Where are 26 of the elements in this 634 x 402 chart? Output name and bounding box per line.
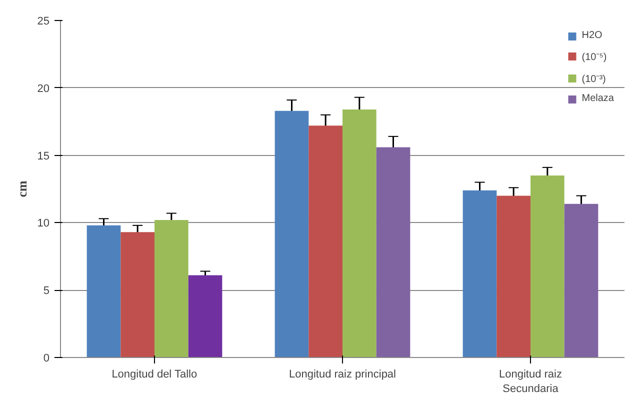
bar [120,232,154,358]
bar [274,110,309,358]
y-tick-label: 25 [37,16,50,28]
x-tick-label: Longitud raiz principal [288,368,396,380]
y-tick-label: 0 [43,352,50,364]
bar [86,225,121,358]
x-tick-label: Longitud del Tallo [112,368,198,380]
bar [496,196,530,358]
bar [376,147,410,358]
bar [188,275,222,358]
bar [154,220,188,358]
y-tick-label: 20 [37,82,50,95]
legend-label: (10⁻³) [582,73,606,85]
bar [308,126,342,358]
y-axis-title: cm [14,180,30,198]
bar [530,176,564,358]
y-tick-label: 15 [37,150,50,162]
bar [564,204,598,358]
y-tick-label: 5 [43,285,50,298]
legend-label: (10⁻⁵) [582,51,607,63]
x-tick-label: Longitud raiz Secundaria [499,368,562,395]
legend-label: H2O [582,30,602,41]
bar [342,109,376,358]
bar [462,190,497,358]
y-tick-label: 10 [37,218,50,230]
legend-label: Melaza [582,93,614,104]
